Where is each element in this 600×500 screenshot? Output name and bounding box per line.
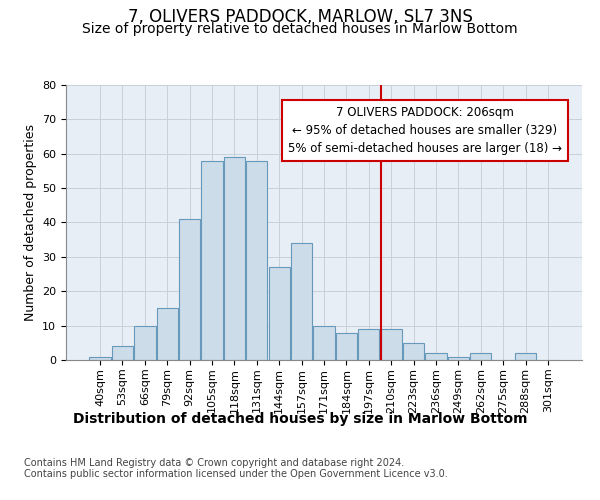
Bar [224,157,245,360]
Bar [112,346,133,360]
Bar [448,356,469,360]
Bar [202,160,223,360]
Bar [470,353,491,360]
Text: 7, OLIVERS PADDOCK, MARLOW, SL7 3NS: 7, OLIVERS PADDOCK, MARLOW, SL7 3NS [128,8,472,26]
Y-axis label: Number of detached properties: Number of detached properties [23,124,37,321]
Bar [380,329,402,360]
Bar [336,332,357,360]
Bar [134,326,155,360]
Bar [157,308,178,360]
Text: Contains HM Land Registry data © Crown copyright and database right 2024.
Contai: Contains HM Land Registry data © Crown c… [24,458,448,479]
Bar [269,267,290,360]
Text: Size of property relative to detached houses in Marlow Bottom: Size of property relative to detached ho… [82,22,518,36]
Bar [291,243,312,360]
Text: Distribution of detached houses by size in Marlow Bottom: Distribution of detached houses by size … [73,412,527,426]
Bar [246,160,268,360]
Bar [403,343,424,360]
Bar [89,356,111,360]
Bar [358,329,379,360]
Bar [425,353,446,360]
Bar [515,353,536,360]
Bar [313,326,335,360]
Text: 7 OLIVERS PADDOCK: 206sqm
← 95% of detached houses are smaller (329)
5% of semi-: 7 OLIVERS PADDOCK: 206sqm ← 95% of detac… [288,106,562,154]
Bar [179,219,200,360]
